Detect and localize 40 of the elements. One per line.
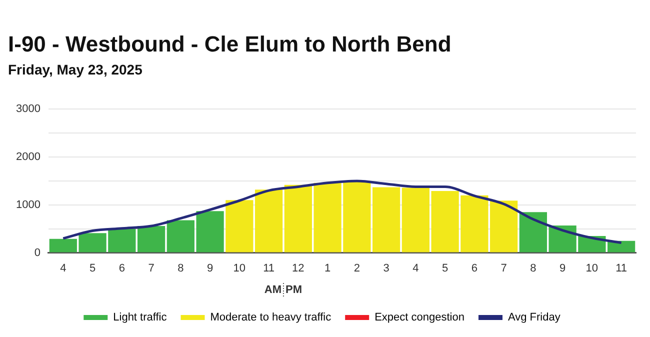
bar (226, 200, 254, 252)
x-tick-label: 12 (292, 262, 304, 274)
y-tick-label: 1000 (16, 198, 40, 211)
x-tick-label: 7 (500, 262, 507, 274)
legend-label: Light traffic (113, 312, 168, 324)
bar (137, 226, 166, 252)
x-tick-label: 9 (206, 262, 214, 274)
x-tick-label: 4 (412, 262, 419, 274)
y-tick-label: 3000 (16, 103, 40, 116)
legend-label: Expect congestion (374, 312, 464, 324)
legend-label: Moderate to heavy traffic (210, 312, 332, 324)
chart-title: I-90 - Westbound - Cle Elum to North Bend (8, 31, 452, 56)
legend-label: Avg Friday (508, 312, 561, 324)
x-tick-label: 10 (233, 262, 246, 274)
x-tick-label: 1 (324, 262, 331, 274)
text: PM (285, 284, 302, 296)
x-tick-label: 6 (471, 262, 478, 274)
x-tick-label: 8 (178, 262, 184, 274)
bar (490, 200, 518, 252)
x-tick-label: 5 (89, 262, 96, 274)
y-tick-label: 0 (34, 246, 40, 259)
chart-subtitle: Friday, May 23, 2025 (8, 62, 143, 78)
line-series (62, 180, 623, 244)
x-tick-label: 10 (586, 262, 598, 274)
text: AM (264, 284, 282, 296)
x-tick-label: 4 (60, 262, 66, 274)
x-tick-label: 11 (263, 262, 275, 274)
bar (254, 190, 283, 252)
x-tick-label: 3 (383, 262, 390, 274)
bar (372, 187, 400, 252)
x-tick-label: 6 (118, 262, 125, 274)
x-tick-label: 11 (616, 262, 628, 274)
bar (608, 240, 636, 252)
x-tick-label: 7 (148, 262, 154, 274)
x-tick-label: 5 (442, 262, 448, 274)
x-tick-label: 8 (530, 262, 536, 274)
bar (519, 212, 547, 252)
x-tick-label: 9 (559, 262, 566, 274)
x-tick-label: 2 (354, 262, 360, 274)
y-tick-label: 2000 (16, 151, 40, 164)
